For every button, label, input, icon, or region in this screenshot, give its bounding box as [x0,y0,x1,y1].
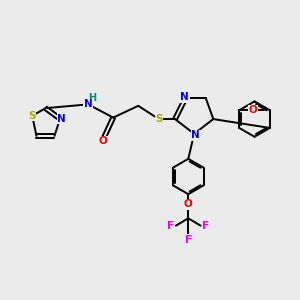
Text: F: F [202,221,209,231]
Text: S: S [155,114,163,124]
Text: N: N [180,92,189,102]
Text: F: F [185,235,192,245]
Text: O: O [184,200,193,209]
Text: N: N [84,99,92,110]
Text: S: S [28,111,36,121]
Text: O: O [249,105,258,115]
Text: N: N [57,114,66,124]
Text: F: F [167,221,174,231]
Text: O: O [98,136,107,146]
Text: H: H [88,93,96,103]
Text: N: N [191,130,200,140]
